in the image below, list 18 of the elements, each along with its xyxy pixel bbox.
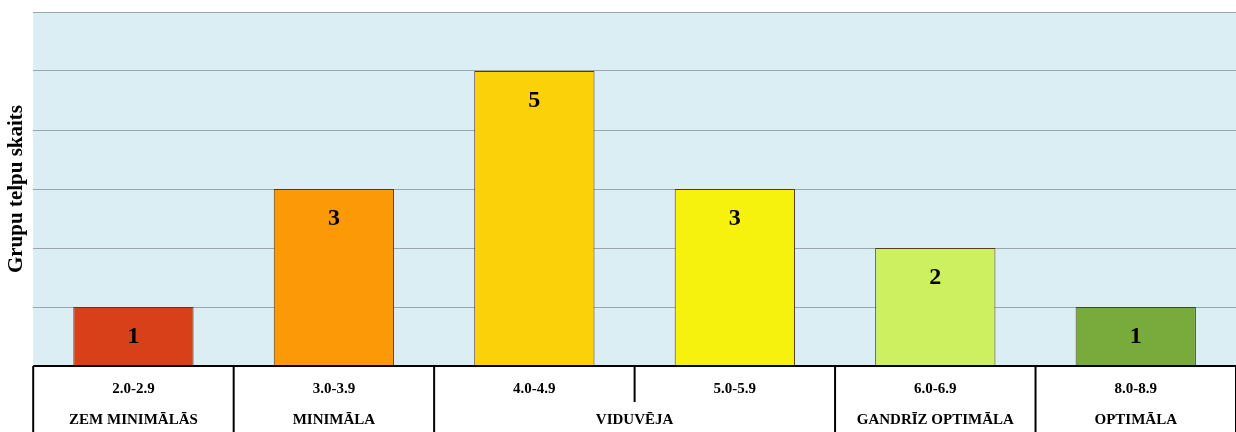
text: MINIMĀLA (292, 410, 376, 427)
data-label: 2 (929, 263, 942, 290)
x-tick-label: 4.0-4.9 (513, 379, 556, 396)
data-label: 5 (528, 86, 541, 113)
data-label: 3 (327, 204, 340, 231)
x-tick-label: 6.0-6.9 (914, 379, 957, 396)
text: VIDUVĒJA (595, 410, 674, 427)
x-tick-label: 8.0-8.9 (1114, 379, 1158, 396)
y-axis-title: Grupu telpu skaits (3, 104, 28, 274)
text: OPTIMĀLA (1094, 410, 1178, 427)
x-tick-label: 3.0-3.9 (312, 379, 356, 396)
text: GANDRĪZ OPTIMĀLA (856, 410, 1015, 427)
x-tick-label: 5.0-5.9 (713, 379, 757, 396)
text: ZEM MINIMĀLĀS (69, 410, 198, 427)
x-tick-label: 2.0-2.9 (112, 379, 155, 396)
data-label: 1 (127, 321, 140, 348)
data-label: 1 (1129, 321, 1142, 348)
data-label: 3 (728, 204, 741, 231)
